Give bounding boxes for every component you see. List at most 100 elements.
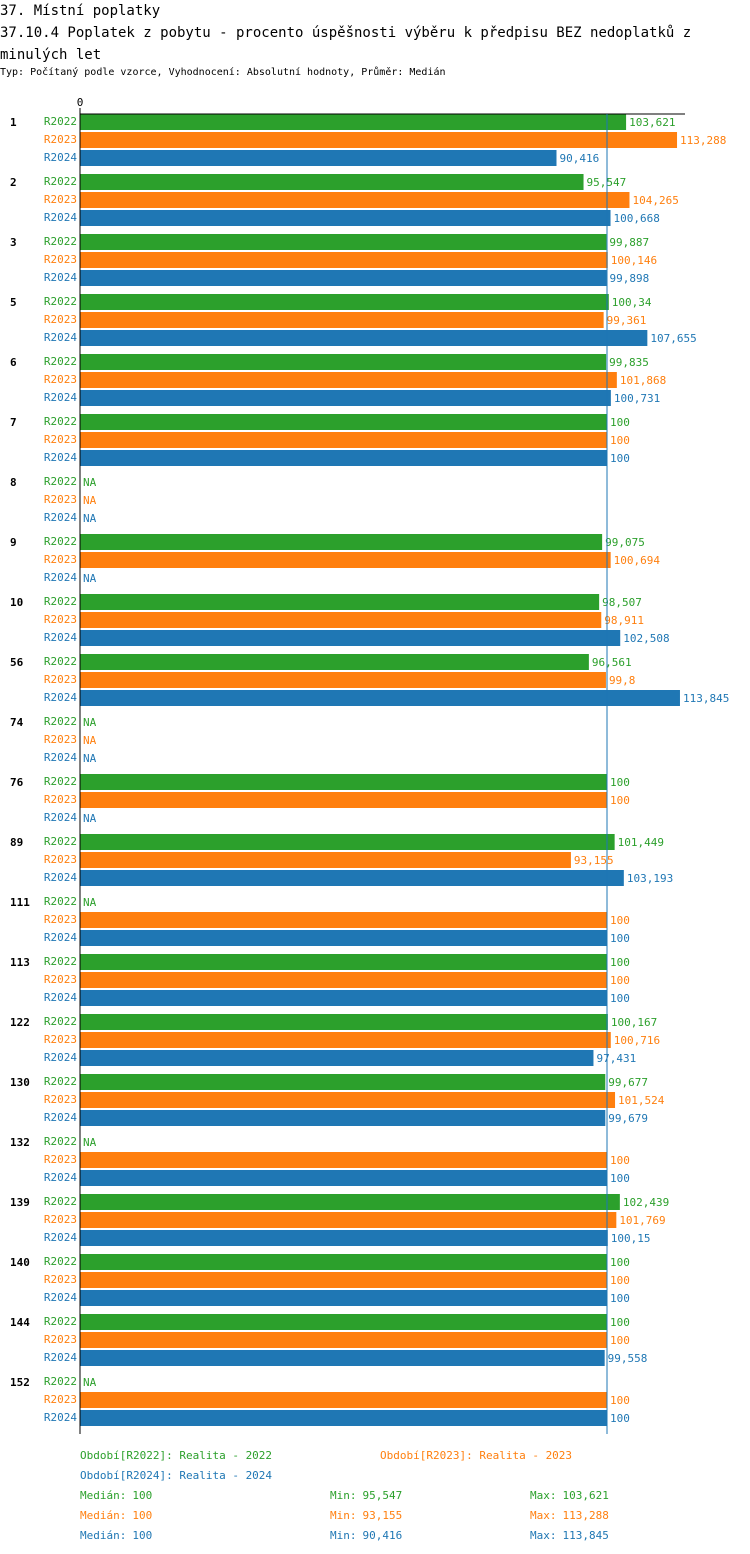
series-short-label: R2022 (44, 1075, 77, 1088)
stat-value: 95,547 (363, 1489, 403, 1502)
bar (80, 1272, 608, 1288)
value-label: 102,508 (623, 632, 669, 645)
category-label: 56 (10, 656, 24, 669)
bar (80, 174, 584, 190)
series-short-label: R2024 (44, 571, 77, 584)
category-label: 111 (10, 896, 30, 909)
series-short-label: R2023 (44, 1153, 77, 1166)
series-short-label: R2022 (44, 1015, 77, 1028)
series-short-label: R2023 (44, 493, 77, 506)
value-label: NA (83, 572, 97, 585)
series-short-label: R2024 (44, 1171, 77, 1184)
value-label: NA (83, 512, 97, 525)
series-short-label: R2023 (44, 973, 77, 986)
series-short-label: R2022 (44, 1315, 77, 1328)
bar (80, 372, 617, 388)
legend-entry: Období[R2024]: Realita - 2024 (80, 1469, 272, 1482)
value-label: NA (83, 734, 97, 747)
category-label: 9 (10, 536, 17, 549)
legend-entry: Období[R2022]: Realita - 2022 (80, 1449, 272, 1462)
stat-max: Max: 113,288 (530, 1509, 609, 1522)
bar (80, 792, 608, 808)
value-label: 100 (610, 776, 630, 789)
stat-value: 103,621 (563, 1489, 609, 1502)
value-label: 100 (610, 1172, 630, 1185)
bar (80, 1110, 606, 1126)
bar (80, 150, 557, 166)
series-short-label: R2023 (44, 313, 77, 326)
category-label: 2 (10, 176, 17, 189)
bar (80, 990, 608, 1006)
bar (80, 612, 602, 628)
stat-value: 100 (132, 1489, 152, 1502)
value-label: 100,694 (614, 554, 661, 567)
series-short-label: R2022 (44, 535, 77, 548)
value-label: 100 (610, 992, 630, 1005)
series-short-label: R2022 (44, 115, 77, 128)
chart-subtitle: 37.10.4 Poplatek z pobytu - procento úsp… (0, 25, 692, 63)
category-label: 74 (10, 716, 24, 729)
series-short-label: R2023 (44, 613, 77, 626)
stat-median: Medián: 100 (80, 1489, 152, 1502)
stat-median: Medián: 100 (80, 1529, 152, 1542)
series-short-label: R2024 (44, 1111, 77, 1124)
series-short-label: R2022 (44, 1195, 77, 1208)
value-label: 96,561 (592, 656, 632, 669)
bar (80, 1290, 608, 1306)
bar (80, 1152, 608, 1168)
category-label: 6 (10, 356, 17, 369)
value-label: 100 (610, 1412, 630, 1425)
legend-entry: Období[R2023]: Realita - 2023 (380, 1449, 572, 1462)
category-label: 122 (10, 1016, 30, 1029)
series-short-label: R2024 (44, 511, 77, 524)
stat-label: Min: (330, 1529, 357, 1542)
x-tick-label: 0 (77, 96, 84, 109)
bar (80, 1170, 608, 1186)
value-label: 100 (610, 1256, 630, 1269)
stat-value: 113,288 (563, 1509, 609, 1522)
stat-min: Min: 95,547 (330, 1489, 402, 1502)
value-label: 100 (610, 1292, 630, 1305)
value-label: 99,835 (609, 356, 649, 369)
series-short-label: R2024 (44, 631, 77, 644)
series-short-label: R2022 (44, 475, 77, 488)
bar (80, 630, 621, 646)
stat-label: Min: (330, 1509, 357, 1522)
value-label: 100 (610, 1154, 630, 1167)
bar (80, 234, 607, 250)
series-short-label: R2022 (44, 595, 77, 608)
bar (80, 930, 608, 946)
bar (80, 1254, 608, 1270)
value-label: 100 (610, 1334, 630, 1347)
series-short-label: R2022 (44, 415, 77, 428)
series-short-label: R2022 (44, 355, 77, 368)
stat-label: Max: (530, 1509, 557, 1522)
stat-min: Min: 90,416 (330, 1529, 402, 1542)
value-label: 100,34 (612, 296, 652, 309)
stat-label: Medián: (80, 1509, 126, 1522)
stat-value: 100 (132, 1529, 152, 1542)
value-label: 100 (610, 1394, 630, 1407)
series-short-label: R2023 (44, 193, 77, 206)
value-label: NA (83, 752, 97, 765)
bar (80, 954, 608, 970)
series-short-label: R2023 (44, 1213, 77, 1226)
bar (80, 1350, 605, 1366)
series-short-label: R2022 (44, 295, 77, 308)
bar (80, 1392, 608, 1408)
category-label: 89 (10, 836, 23, 849)
bar (80, 1014, 608, 1030)
value-label: 100 (610, 932, 630, 945)
category-label: 152 (10, 1376, 30, 1389)
value-label: 101,449 (618, 836, 664, 849)
bar (80, 312, 604, 328)
bar (80, 1032, 611, 1048)
bar (80, 414, 608, 430)
value-label: 100,167 (611, 1016, 657, 1029)
category-label: 3 (10, 236, 17, 249)
stat-label: Medián: (80, 1489, 126, 1502)
series-short-label: R2024 (44, 811, 77, 824)
series-short-label: R2024 (44, 391, 77, 404)
